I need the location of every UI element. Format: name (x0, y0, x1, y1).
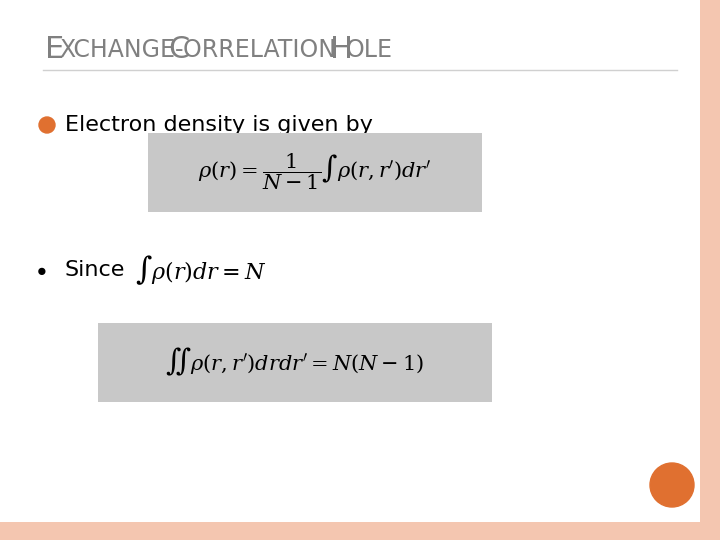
Text: E: E (45, 36, 64, 64)
FancyBboxPatch shape (148, 133, 482, 212)
Text: Since: Since (65, 260, 125, 280)
Circle shape (39, 117, 55, 133)
Text: Electron density is given by: Electron density is given by (65, 115, 373, 135)
FancyBboxPatch shape (700, 0, 720, 540)
Circle shape (650, 463, 694, 507)
Text: XCHANGE-: XCHANGE- (59, 38, 184, 62)
Text: ORRELATION: ORRELATION (183, 38, 343, 62)
Text: $\rho(r) = \dfrac{1}{N-1}\int\rho(r,r^{\prime})dr^{\prime}$: $\rho(r) = \dfrac{1}{N-1}\int\rho(r,r^{\… (198, 152, 432, 192)
Text: OLE: OLE (346, 38, 393, 62)
Text: $\int\rho(r)dr = N$: $\int\rho(r)dr = N$ (135, 253, 266, 287)
Text: C: C (168, 36, 189, 64)
Text: $\iint\rho(r,r^{\prime})drdr^{\prime} = N(N-1)$: $\iint\rho(r,r^{\prime})drdr^{\prime} = … (166, 346, 425, 378)
FancyBboxPatch shape (98, 323, 492, 402)
Text: $\bullet$: $\bullet$ (33, 258, 47, 282)
FancyBboxPatch shape (0, 522, 720, 540)
Text: H: H (330, 36, 353, 64)
